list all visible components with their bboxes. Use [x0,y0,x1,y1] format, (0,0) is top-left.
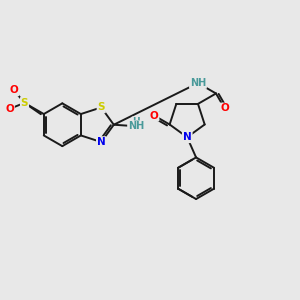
Text: N: N [183,132,191,142]
Text: O: O [5,104,14,114]
Text: O: O [220,103,229,113]
Text: S: S [98,102,105,112]
Text: N: N [97,137,106,147]
Text: N: N [183,132,191,142]
Text: NH: NH [128,121,144,131]
Text: H: H [132,117,140,126]
Text: NH: NH [190,78,206,88]
Text: O: O [10,85,19,95]
Text: S: S [21,98,28,108]
Text: O: O [150,111,159,121]
